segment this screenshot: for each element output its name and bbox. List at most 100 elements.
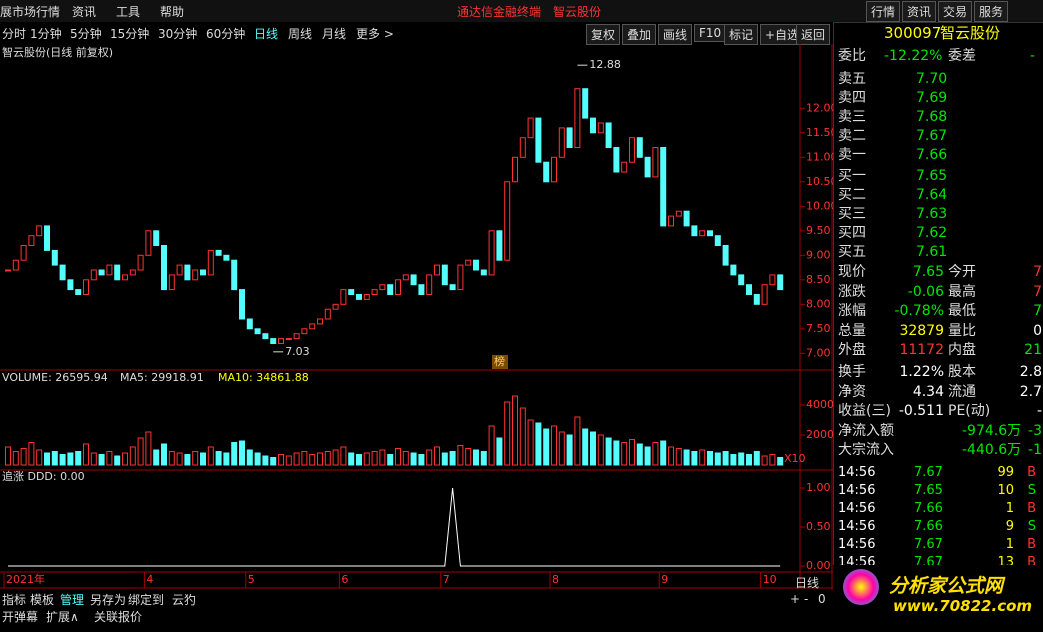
indicator-title: 追涨 DDD: 0.00 (2, 469, 85, 483)
bottom-tab[interactable]: 开弹幕 (2, 610, 39, 624)
bottom-tab[interactable]: 云犳 (172, 593, 197, 607)
quote-row: 卖三 7.68 (834, 108, 1043, 127)
candle (777, 274, 784, 291)
menu-button[interactable]: 服务 (974, 1, 1009, 22)
bottom-tab[interactable]: 管理 (60, 593, 85, 607)
value: -1 (1028, 442, 1042, 458)
candle (239, 289, 245, 320)
value: -3 (1028, 423, 1042, 439)
period-tab[interactable]: 1分钟 (30, 27, 62, 41)
stock-name: 智云股份 (940, 24, 1001, 42)
candle (293, 333, 300, 340)
zoom-button[interactable]: + (790, 592, 801, 606)
period-tab[interactable]: 日线 (254, 27, 279, 41)
volume-bar (129, 446, 136, 466)
bottom-tab[interactable]: 模板 (30, 593, 55, 607)
volume-bar (348, 452, 355, 466)
candle (418, 284, 425, 296)
bottom-tab[interactable]: 关联报价 (94, 610, 143, 624)
volume-bar (410, 452, 417, 466)
label: 卖三 (838, 109, 866, 125)
price: 7.67 (916, 128, 948, 144)
volume-bar (730, 454, 737, 466)
candle (714, 235, 721, 246)
candle (223, 254, 230, 261)
volume-bar (36, 449, 43, 466)
quote-row: 总量 32879 量比 0 (834, 322, 1043, 341)
period-tab[interactable]: 15分钟 (110, 27, 150, 41)
volume-bar (395, 448, 401, 466)
candle (668, 215, 674, 227)
candle (660, 147, 667, 227)
volume-bar (363, 452, 370, 466)
menu-button[interactable]: 交易 (938, 1, 973, 22)
tool-button[interactable]: 画线 (658, 24, 693, 45)
candle (722, 245, 729, 266)
menu-item[interactable]: 资讯 (72, 5, 97, 19)
volume-bar (434, 446, 440, 466)
quote-row: 涨跌 -0.06 最高 7 (834, 283, 1043, 302)
tool-button[interactable]: 复权 (586, 24, 621, 45)
volume-bar (605, 437, 612, 466)
candle (254, 328, 261, 335)
zoom-button[interactable]: - (804, 592, 809, 606)
quote-row: 大宗流入 -440.6万 -1 (834, 441, 1043, 460)
period-tab[interactable]: 分时 (2, 27, 27, 41)
candle (176, 264, 183, 276)
bottom-tab[interactable]: 扩展∧ (46, 610, 79, 624)
candle (652, 147, 659, 178)
candle (699, 230, 706, 237)
y-tick-label: 11.00 (806, 150, 833, 163)
candle (301, 328, 308, 335)
volume-bar (75, 451, 82, 466)
value: 11172 (899, 342, 944, 359)
tool-button[interactable]: 返回 (796, 24, 831, 45)
quote-row: 14:56 7.67 99 B (834, 463, 1043, 482)
quote-row: 14:56 7.65 10 S (834, 481, 1043, 500)
candle (683, 210, 690, 227)
candle (309, 323, 316, 330)
candle (621, 161, 628, 173)
volume: 9 (1005, 519, 1014, 534)
bottom-tab[interactable]: 另存为 (90, 593, 127, 607)
candle (262, 333, 269, 340)
tool-button[interactable]: 标记 (724, 24, 759, 45)
zoom-button[interactable]: 0 (818, 592, 826, 606)
bottom-tab[interactable]: 绑定到 (128, 593, 165, 607)
volume-bar (122, 452, 128, 466)
y-tick-label: 7.50 (806, 322, 831, 335)
menu-item[interactable]: 帮助 (160, 5, 185, 19)
period-tab[interactable]: 周线 (288, 27, 313, 41)
candle (324, 308, 331, 320)
period-tab[interactable]: 5分钟 (70, 27, 102, 41)
value: -440.6万 (962, 442, 1022, 458)
bottom-tab[interactable]: 指标 (2, 593, 27, 607)
period-tab[interactable]: 月线 (322, 27, 347, 41)
candle (395, 279, 401, 295)
volume-bar (309, 454, 316, 466)
volume-bar (621, 442, 628, 466)
volume-bar (668, 446, 674, 466)
tool-button[interactable]: 叠加 (622, 24, 657, 45)
menu-item[interactable]: 工具 (116, 5, 141, 19)
label: 买四 (838, 225, 866, 241)
period-tab[interactable]: 更多 > (356, 27, 394, 41)
candle (51, 249, 58, 266)
label: 委差 (948, 48, 976, 64)
volume-bar (28, 442, 35, 466)
candle (519, 137, 526, 158)
candle (465, 259, 472, 266)
candle (597, 122, 604, 134)
menu-button[interactable]: 行情 (866, 1, 901, 22)
label: 卖二 (838, 128, 866, 144)
label: 现价 (838, 264, 866, 280)
menu-button[interactable]: 资讯 (902, 1, 937, 22)
volume-bar (582, 428, 589, 466)
period-tab[interactable]: 30分钟 (158, 27, 198, 41)
volume-bar (675, 448, 682, 466)
tool-button[interactable]: F10 (694, 24, 727, 42)
period-tab[interactable]: 60分钟 (206, 27, 246, 41)
menu-item[interactable]: 展市场行情 (0, 5, 61, 19)
volume-bar (566, 434, 573, 466)
price: 7.61 (916, 244, 948, 260)
